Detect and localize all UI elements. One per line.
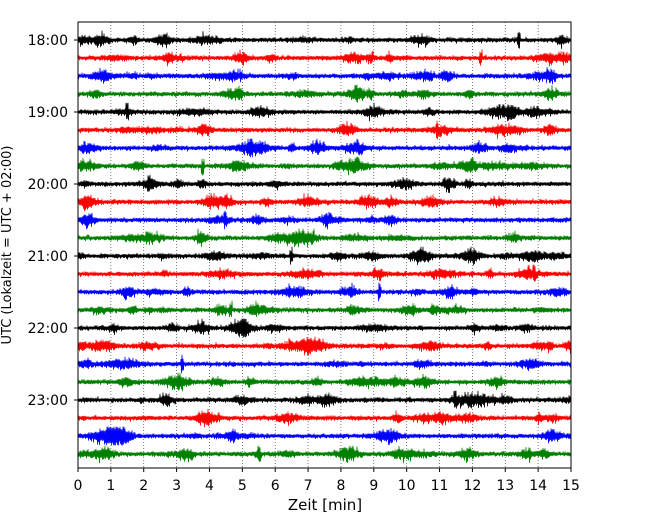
seismic-traces — [77, 30, 572, 464]
x-tick-label: 12 — [463, 478, 481, 494]
trace-1915 — [77, 120, 572, 140]
trace-2315 — [77, 408, 572, 428]
trace-1830 — [77, 67, 572, 85]
trace-2030 — [77, 210, 572, 230]
trace-2345 — [77, 445, 572, 464]
trace-2100 — [77, 246, 572, 266]
x-tick-label: 7 — [304, 478, 313, 494]
y-tick-label: 22:00 — [28, 321, 68, 337]
trace-2045 — [77, 228, 572, 248]
x-tick-label: 13 — [496, 478, 514, 494]
y-tick-label: 23:00 — [28, 393, 68, 409]
trace-2130 — [77, 282, 572, 302]
trace-2200 — [77, 318, 572, 338]
trace-2000 — [77, 174, 572, 194]
x-tick-label: 14 — [529, 478, 547, 494]
x-axis-ticks: 0 1 2 3 4 5 6 7 8 9 10 11 12 13 14 15 — [74, 468, 580, 494]
trace-2330 — [77, 426, 572, 446]
trace-2215 — [77, 336, 572, 356]
x-tick-label: 11 — [431, 478, 449, 494]
x-tick-label: 5 — [238, 478, 247, 494]
trace-2145 — [77, 300, 572, 318]
trace-2015 — [77, 192, 572, 212]
x-axis-label: Zeit [min] — [288, 496, 362, 514]
x-tick-label: 1 — [106, 478, 115, 494]
x-tick-label: 0 — [74, 478, 83, 494]
y-axis-label: UTC (Lokalzeit = UTC + 02:00) — [0, 146, 15, 345]
x-tick-label: 8 — [336, 478, 345, 494]
vertical-grid — [110, 22, 539, 468]
x-tick-label: 3 — [172, 478, 181, 494]
y-tick-label: 19:00 — [28, 105, 68, 121]
plot-frame — [77, 21, 572, 469]
y-tick-label: 20:00 — [28, 177, 68, 193]
trace-1800 — [77, 30, 572, 50]
trace-2245 — [77, 372, 572, 392]
trace-2115 — [77, 264, 572, 282]
x-tick-label: 15 — [562, 478, 580, 494]
x-tick-label: 2 — [139, 478, 148, 494]
y-tick-label: 21:00 — [28, 249, 68, 265]
y-tick-label: 18:00 — [28, 33, 68, 49]
trace-1815 — [77, 49, 572, 67]
x-tick-label: 10 — [398, 478, 416, 494]
trace-1930 — [77, 138, 572, 158]
x-tick-label: 6 — [271, 478, 280, 494]
trace-2300 — [77, 390, 572, 409]
x-tick-label: 4 — [205, 478, 214, 494]
trace-1845 — [77, 84, 572, 103]
y-axis-ticks: 18:00 19:00 20:00 21:00 22:00 23:00 — [28, 33, 78, 409]
trace-2230 — [77, 354, 572, 374]
x-tick-label: 9 — [369, 478, 378, 494]
trace-1900 — [77, 102, 572, 122]
trace-1945 — [77, 156, 572, 176]
